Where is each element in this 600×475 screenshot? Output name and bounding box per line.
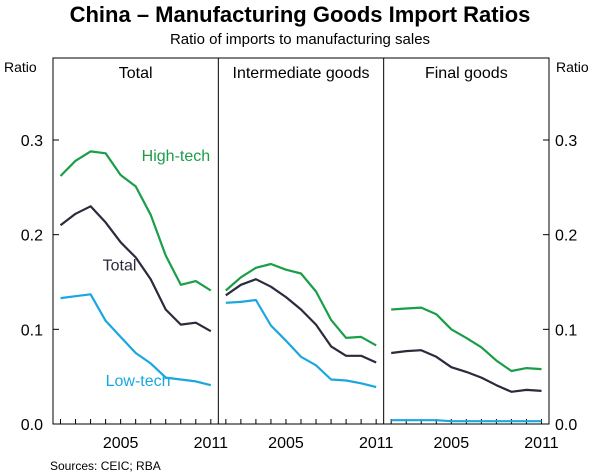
panel-title: Intermediate goods [233, 65, 370, 82]
y-tick-label-right: 0.0 [555, 417, 577, 434]
series-line-low-tech [60, 293, 212, 387]
plot-frame [52, 57, 550, 425]
series-line-low-tech [391, 419, 542, 423]
chart-source: Sources: CEIC; RBA [50, 459, 161, 473]
y-axis-label-left: Ratio [4, 59, 37, 75]
series-line-low-tech [225, 298, 377, 389]
chart-subtitle: Ratio of imports to manufacturing sales [170, 31, 430, 48]
series-line-high-tech [59, 150, 212, 292]
x-tick-label: 2005 [103, 435, 139, 452]
y-tick-label-left: 0.2 [21, 228, 43, 245]
series-line-total [225, 278, 377, 364]
y-tick-label-right: 0.3 [555, 133, 577, 150]
x-tick-label: 2011 [524, 435, 559, 452]
series-line-high-tech [225, 262, 377, 347]
series-line-total [391, 349, 542, 393]
chart-title: China – Manufacturing Goods Import Ratio… [70, 2, 531, 27]
y-axis-label-right: Ratio [556, 59, 589, 75]
chart-marks: 0.0 0.0 0.1 0.1 0.2 0.2 0.3 0.3 Total 2005 2011 Int… [21, 58, 577, 452]
y-tick-label-left: 0.1 [21, 322, 43, 339]
panel-title: Final goods [425, 65, 508, 82]
y-tick-label-left: 0.3 [21, 133, 43, 150]
x-tick-label: 2005 [434, 435, 470, 452]
x-tick-label: 2011 [194, 435, 229, 452]
series-label-total: Total [103, 258, 137, 275]
x-tick-label: 2011 [359, 435, 394, 452]
y-tick-label-left: 0.0 [21, 417, 43, 434]
series-line-total [59, 205, 212, 333]
y-tick-label-right: 0.2 [555, 228, 577, 245]
series-label-low-tech: Low-tech [106, 373, 171, 390]
panel-title: Total [119, 65, 153, 82]
series-line-high-tech [391, 306, 542, 373]
x-tick-label: 2005 [268, 435, 304, 452]
y-tick-label-right: 0.1 [555, 322, 577, 339]
series-label-high-tech: High-tech [142, 148, 210, 165]
